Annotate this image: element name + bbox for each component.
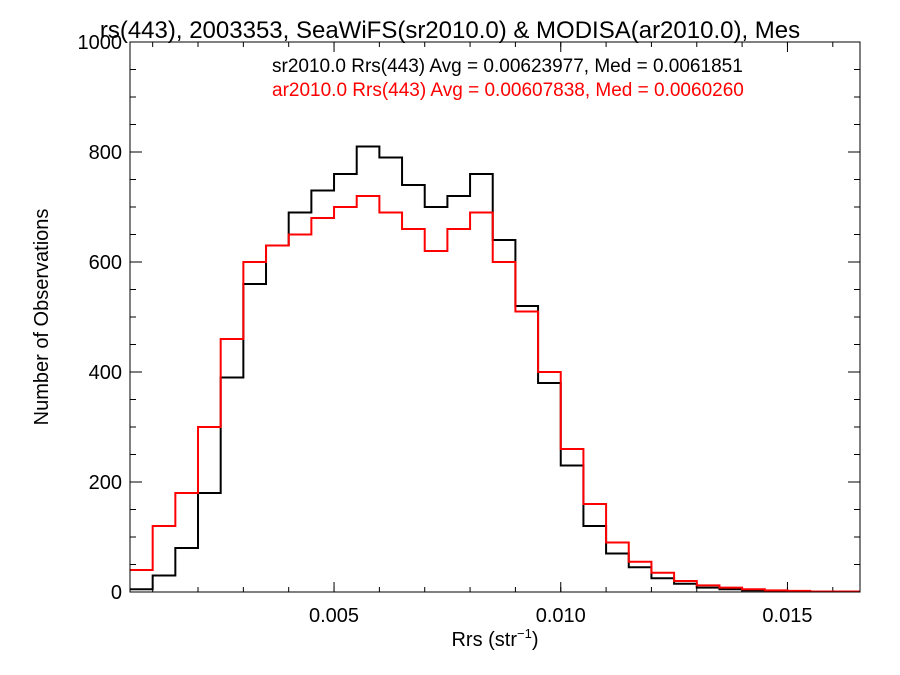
series-line-1 bbox=[130, 195, 860, 592]
chart-title: rs(443), 2003353, SeaWiFS(sr2010.0) & MO… bbox=[100, 17, 800, 44]
y-axis-label: Number of Observations bbox=[31, 209, 53, 426]
x-axis-label-close: ) bbox=[532, 629, 539, 651]
y-tick-label: 600 bbox=[89, 252, 122, 274]
x-axis-label-sup: −1 bbox=[517, 626, 532, 641]
y-tick-label: 0 bbox=[111, 582, 122, 604]
x-axis-label: Rrs (str−1) bbox=[451, 626, 538, 651]
y-tick-label: 800 bbox=[89, 142, 122, 164]
y-tick-labels: 0 200 400 600 800 1000 bbox=[78, 32, 123, 604]
series-line-0 bbox=[130, 145, 860, 592]
x-tick-label: 0.005 bbox=[309, 605, 359, 627]
legend-entry-ar2010: ar2010.0 Rrs(443) Avg = 0.00607838, Med … bbox=[272, 80, 744, 101]
y-tick-label: 400 bbox=[89, 362, 122, 384]
plot-frame bbox=[129, 41, 861, 593]
legend-entry-sr2010: sr2010.0 Rrs(443) Avg = 0.00623977, Med … bbox=[272, 56, 743, 77]
x-axis-label-main: Rrs (str bbox=[451, 629, 517, 651]
series-group bbox=[130, 145, 860, 592]
y-tick-label: 1000 bbox=[78, 32, 123, 54]
x-tick-label: 0.010 bbox=[536, 605, 586, 627]
x-tick-labels: 0.005 0.010 0.015 bbox=[309, 605, 812, 627]
axis-ticks bbox=[130, 41, 860, 593]
y-tick-label: 200 bbox=[89, 472, 122, 494]
x-tick-label: 0.015 bbox=[762, 605, 812, 627]
